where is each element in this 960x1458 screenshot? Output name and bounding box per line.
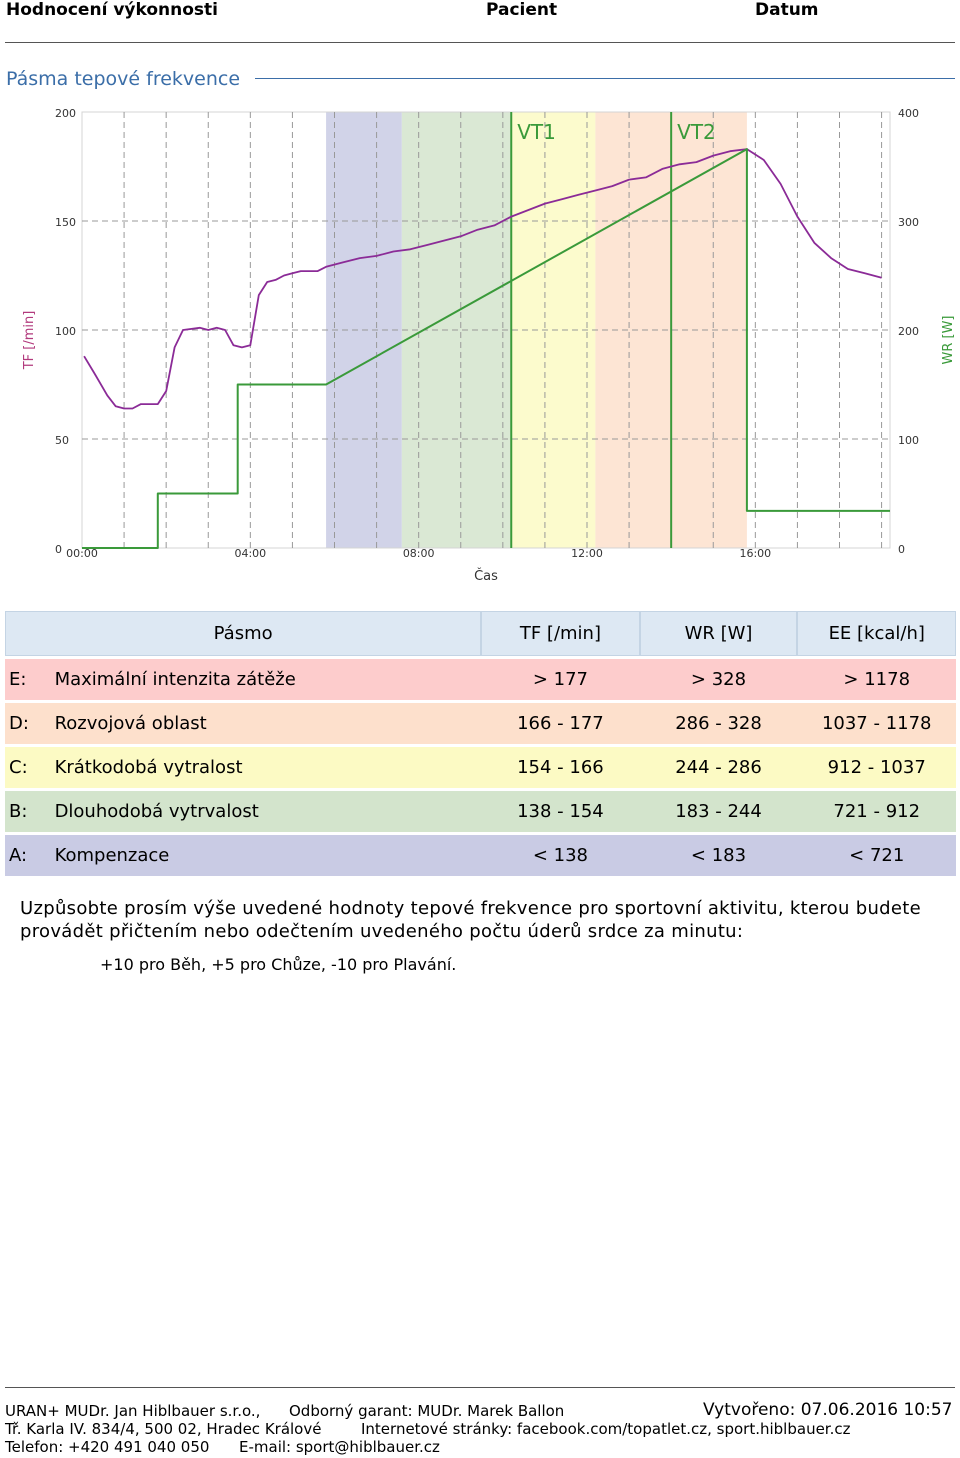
x-tick-label: 04:00 <box>234 547 266 560</box>
chart-series <box>82 148 890 549</box>
report-title: Hodnocení výkonnosti <box>6 0 218 20</box>
zones-table: Pásmo TF [/min] WR [W] EE [kcal/h] E: Ma… <box>5 611 956 876</box>
footer-email: E-mail: sport@hiblbauer.cz <box>239 1438 440 1456</box>
y-left-tick-label: 100 <box>55 325 76 338</box>
section-divider <box>255 78 955 79</box>
adjustment-note: Uzpůsobte prosím výše uvedené hodnoty te… <box>20 898 921 942</box>
zone-ee: 721 - 912 <box>797 788 956 832</box>
adjustment-values: +10 pro Běh, +5 pro Chůze, -10 pro Plavá… <box>100 955 457 974</box>
zone-name: Kompenzace <box>54 832 482 876</box>
heart-rate-chart: VT1 VT2 0 0 50 100 100 200 150 300 200 400 00:00 04:… <box>22 107 956 584</box>
zone-key: E: <box>5 656 55 700</box>
zone-name: Krátkodobá vytralost <box>54 744 482 788</box>
footer-address: Tř. Karla IV. 834/4, 500 02, Hradec Král… <box>5 1420 322 1438</box>
x-tick-label: 00:00 <box>66 547 98 560</box>
zone-row-e: E: Maximální intenzita zátěže > 177 > 32… <box>5 656 956 700</box>
zone-wr: 286 - 328 <box>639 700 798 744</box>
y-right-tick-label: 0 <box>898 543 905 556</box>
header-ee: EE [kcal/h] <box>797 611 956 656</box>
date-label: Datum <box>755 0 819 20</box>
marker-label-vt1: VT1 <box>517 120 556 144</box>
zone-row-c: C: Krátkodobá vytralost 154 - 166 244 - … <box>5 744 956 788</box>
chart-grid <box>81 111 891 549</box>
y-left-tick-label: 200 <box>55 107 76 120</box>
zone-ee: < 721 <box>797 832 956 876</box>
x-tick-label: 16:00 <box>739 547 771 560</box>
footer-guarantor: Odborný garant: MUDr. Marek Ballon <box>289 1402 565 1420</box>
zone-ee: 912 - 1037 <box>797 744 956 788</box>
header-tf: TF [/min] <box>481 611 640 656</box>
x-tick-label: 08:00 <box>403 547 435 560</box>
section-title: Pásma tepové frekvence <box>6 68 241 90</box>
zone-wr: 183 - 244 <box>639 788 798 832</box>
zone-tf: > 177 <box>481 656 640 700</box>
patient-label: Pacient <box>486 0 558 20</box>
zone-wr: < 183 <box>639 832 798 876</box>
hr-series-line <box>83 148 882 410</box>
y-right-tick-label: 300 <box>898 216 919 229</box>
zone-ee: 1037 - 1178 <box>797 700 956 744</box>
zone-key: C: <box>5 744 55 788</box>
zone-tf: < 138 <box>481 832 640 876</box>
zone-row-d: D: Rozvojová oblast 166 - 177 286 - 328 … <box>5 700 956 744</box>
zone-tf: 138 - 154 <box>481 788 640 832</box>
y-right-tick-label: 200 <box>898 325 919 338</box>
y-right-tick-label: 100 <box>898 434 919 447</box>
threshold-markers: VT1 VT2 <box>510 112 716 548</box>
zone-key: D: <box>5 700 55 744</box>
y-left-tick-label: 50 <box>55 434 69 447</box>
zones-table-header: Pásmo TF [/min] WR [W] EE [kcal/h] <box>5 611 956 656</box>
zone-ee: > 1178 <box>797 656 956 700</box>
y-axis-left-label: TF [/min] <box>22 311 37 371</box>
footer-web: Internetové stránky: facebook.com/topatl… <box>361 1420 851 1438</box>
axis-ticks: 0 0 50 100 100 200 150 300 200 400 00:00 04:00 08:00… <box>55 107 919 560</box>
header-zone: Pásmo <box>5 611 482 656</box>
zone-key: B: <box>5 788 55 832</box>
wr-series-line <box>82 148 890 549</box>
zone-tf: 154 - 166 <box>481 744 640 788</box>
zone-key: A: <box>5 832 55 876</box>
y-left-tick-label: 150 <box>55 216 76 229</box>
y-left-tick-label: 0 <box>55 543 62 556</box>
y-right-tick-label: 400 <box>898 107 919 120</box>
x-tick-label: 12:00 <box>571 547 603 560</box>
x-axis-label: Čas <box>474 568 498 584</box>
zone-row-b: B: Dlouhodobá vytrvalost 138 - 154 183 -… <box>5 788 956 832</box>
marker-label-vt2: VT2 <box>677 120 716 144</box>
zone-wr: 244 - 286 <box>639 744 798 788</box>
header-divider <box>5 42 955 43</box>
zone-wr: > 328 <box>639 656 798 700</box>
zone-name: Maximální intenzita zátěže <box>54 656 482 700</box>
zone-row-a: A: Kompenzace < 138 < 183 < 721 <box>5 832 956 876</box>
footer-company: URAN+ MUDr. Jan Hiblbauer s.r.o., <box>5 1402 261 1420</box>
footer-divider <box>5 1387 955 1388</box>
footer-created: Vytvořeno: 07.06.2016 10:57 <box>703 1400 953 1420</box>
header-wr: WR [W] <box>639 611 798 656</box>
footer-phone: Telefon: +420 491 040 050 <box>5 1438 210 1456</box>
y-axis-right-label: WR [W] <box>941 315 956 364</box>
zone-name: Rozvojová oblast <box>54 700 482 744</box>
zone-name: Dlouhodobá vytrvalost <box>54 788 482 832</box>
zone-tf: 166 - 177 <box>481 700 640 744</box>
